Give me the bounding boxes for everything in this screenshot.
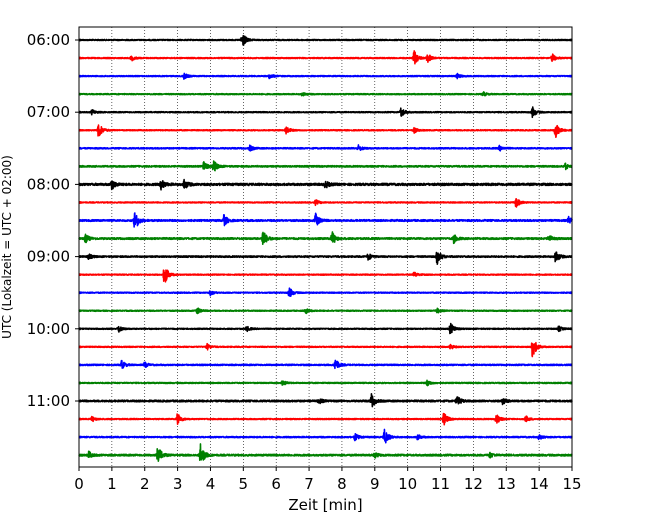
x-tick-label: 9 — [370, 475, 380, 493]
x-axis: 0 1 2 3 4 5 6 7 8 9 10 11 12 13 14 15 — [74, 467, 582, 493]
trace-0600 — [78, 34, 573, 46]
x-tick-label: 14 — [530, 475, 549, 493]
x-tick-label: 11 — [431, 475, 450, 493]
trace-0900 — [78, 251, 573, 265]
x-tick-label: 2 — [140, 475, 150, 493]
trace-0815 — [78, 198, 573, 208]
trace-1045 — [78, 379, 573, 387]
trace-0915 — [78, 269, 573, 283]
trace-0945 — [78, 307, 573, 315]
x-tick-label: 4 — [206, 475, 216, 493]
trace-0645 — [78, 91, 573, 97]
y-tick-label: 06:00 — [27, 31, 70, 49]
x-tick-label: 7 — [304, 475, 314, 493]
trace-1130 — [78, 428, 573, 444]
trace-group — [78, 34, 573, 462]
y-tick-label: 10:00 — [27, 320, 70, 338]
plot-frame — [78, 26, 573, 468]
x-tick-label: 13 — [497, 475, 516, 493]
y-axis: 06:00 07:00 08:00 09:00 10:00 11:00 — [27, 31, 79, 410]
y-tick-label: 09:00 — [27, 248, 70, 266]
trace-1115 — [78, 412, 573, 426]
y-tick-label: 08:00 — [27, 175, 70, 193]
trace-1015 — [78, 341, 573, 358]
trace-0700 — [78, 106, 573, 119]
x-tick-label: 6 — [271, 475, 281, 493]
x-tick-label: 1 — [107, 475, 117, 493]
x-tick-label: 0 — [74, 475, 84, 493]
grid — [111, 27, 540, 467]
trace-0615 — [78, 50, 573, 65]
x-tick-label: 5 — [239, 475, 249, 493]
trace-0830 — [78, 212, 573, 228]
trace-1145 — [78, 443, 573, 462]
x-axis-label: Zeit [min] — [288, 496, 362, 514]
trace-0630 — [78, 72, 573, 80]
x-tick-label: 10 — [398, 475, 417, 493]
trace-0930 — [78, 287, 573, 297]
trace-0800 — [78, 178, 573, 191]
y-tick-label: 11:00 — [27, 392, 70, 410]
trace-1000 — [78, 322, 573, 335]
x-tick-label: 12 — [464, 475, 483, 493]
trace-0845 — [78, 231, 573, 246]
x-tick-label: 8 — [337, 475, 347, 493]
x-tick-label: 3 — [173, 475, 183, 493]
y-tick-label: 07:00 — [27, 103, 70, 121]
y-axis-label: UTC (Lokalzeit = UTC + 02:00) — [0, 155, 14, 339]
trace-1100 — [78, 393, 573, 408]
x-tick-label: 15 — [562, 475, 581, 493]
trace-1030 — [78, 359, 573, 370]
trace-0715 — [78, 124, 573, 138]
trace-0730 — [78, 144, 573, 152]
trace-0745 — [78, 160, 573, 172]
